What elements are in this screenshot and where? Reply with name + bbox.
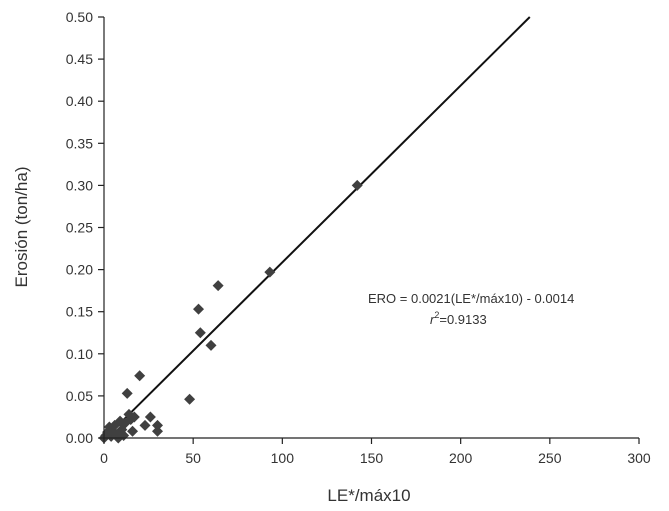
data-point	[152, 419, 163, 431]
data-point	[139, 419, 151, 431]
y-tick-label: 0.00	[66, 430, 93, 446]
data-point	[128, 411, 140, 423]
regression-line	[104, 16, 531, 439]
x-tick-label: 200	[449, 450, 473, 466]
data-points	[98, 179, 363, 444]
y-tick-label: 0.05	[66, 388, 93, 404]
r-squared-value: =0.9133	[439, 312, 486, 327]
r-squared-exponent: 2	[434, 310, 439, 320]
fit-line-layer	[104, 16, 531, 439]
data-point	[194, 327, 206, 339]
y-tick-label: 0.30	[66, 177, 93, 193]
data-point	[121, 387, 133, 399]
y-axis-title: Erosión (ton/ha)	[12, 167, 31, 288]
y-tick-label: 0.20	[66, 262, 93, 278]
y-tick-label: 0.35	[66, 135, 93, 151]
data-point	[205, 339, 217, 351]
axes: 0.00 0.05 0.10 0.15 0.20 0.25 0.30 0.35 0.40 0.45…	[66, 9, 651, 466]
data-point	[193, 303, 205, 315]
data-point	[212, 280, 224, 292]
x-tick-label: 250	[538, 450, 562, 466]
data-point	[152, 425, 163, 437]
data-point	[134, 370, 146, 382]
regression-equation: ERO = 0.0021(LE*/máx10) - 0.0014	[368, 291, 574, 306]
x-tick-label: 300	[627, 450, 651, 466]
y-tick-label: 0.45	[66, 51, 93, 67]
r-squared-label: r2=0.9133	[430, 310, 487, 327]
y-tick-label: 0.15	[66, 304, 93, 320]
data-point	[127, 425, 139, 437]
data-point	[351, 179, 363, 191]
y-tick-label: 0.25	[66, 220, 93, 236]
data-point	[144, 411, 156, 423]
x-tick-label: 50	[185, 450, 201, 466]
y-tick-label: 0.10	[66, 346, 93, 362]
x-tick-label: 0	[100, 450, 108, 466]
r-squared-symbol: r	[430, 312, 435, 327]
x-axis-title: LE*/máx10	[327, 486, 410, 505]
x-tick-label: 150	[360, 450, 384, 466]
data-point	[264, 266, 276, 278]
data-point	[184, 393, 196, 405]
y-tick-label: 0.50	[66, 9, 93, 25]
x-tick-label: 100	[271, 450, 295, 466]
y-tick-label: 0.40	[66, 93, 93, 109]
